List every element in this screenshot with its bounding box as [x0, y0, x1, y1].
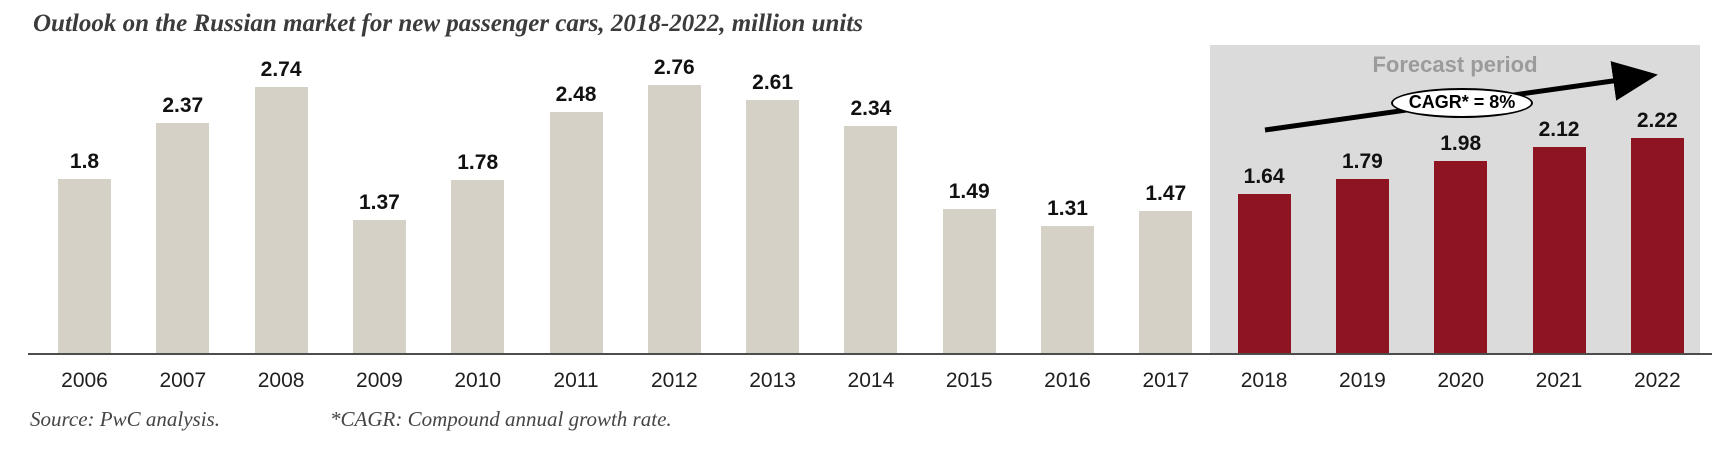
historical-bar [451, 180, 505, 354]
bar-value-label: 1.8 [69, 149, 100, 173]
bar-value-label: 1.37 [358, 191, 400, 215]
bar-value-label: 1.78 [457, 151, 499, 175]
x-axis-label: 2012 [650, 369, 698, 392]
cagr-footnote: *CAGR: Compound annual growth rate. [330, 407, 672, 431]
historical-bar [746, 99, 800, 354]
x-axis-label: 2014 [847, 369, 895, 392]
bar-value-label: 2.34 [850, 96, 892, 120]
bar-value-label: 1.79 [1341, 150, 1383, 174]
forecast-bar [1434, 160, 1488, 354]
historical-bar [58, 178, 111, 354]
x-axis-label: 2015 [945, 369, 993, 392]
historical-bar [942, 208, 996, 354]
cagr-badge: CAGR* = 8% [1391, 88, 1533, 118]
historical-bar [647, 84, 701, 354]
bar-value-label: 2.12 [1538, 118, 1580, 142]
bar-value-label: 1.64 [1243, 165, 1285, 189]
x-axis-label: 2009 [356, 369, 403, 392]
x-axis-label: 2017 [1142, 369, 1190, 392]
bar-value-label: 2.22 [1636, 108, 1678, 132]
forecast-bar [1237, 194, 1291, 354]
historical-bar [549, 112, 603, 354]
historical-bar [844, 125, 898, 354]
bar-value-label: 2.37 [162, 93, 204, 117]
bar-value-label: 2.74 [260, 57, 302, 81]
x-axis-label: 2016 [1044, 369, 1091, 392]
historical-bar [254, 86, 308, 354]
source-note: Source: PwC analysis. [30, 407, 220, 431]
bar-value-label: 2.61 [752, 70, 794, 94]
bar-value-label: 2.48 [555, 83, 597, 107]
forecast-bar [1532, 147, 1586, 354]
x-axis-label: 2022 [1633, 369, 1681, 392]
bar-value-label: 1.31 [1047, 197, 1088, 221]
x-axis-label: 2011 [553, 369, 599, 392]
x-axis-label: 2010 [454, 369, 502, 392]
bar-value-label: 1.49 [948, 179, 990, 203]
x-axis-label: 2008 [257, 369, 305, 392]
forecast-bar [1335, 179, 1389, 354]
historical-bar [1139, 210, 1193, 354]
x-axis-label: 2020 [1437, 369, 1485, 392]
x-axis-label: 2007 [159, 369, 207, 392]
historical-bar [352, 220, 406, 354]
x-axis-label: 2013 [749, 369, 796, 392]
x-axis-label: 2019 [1339, 369, 1386, 392]
historical-bar [156, 122, 210, 354]
x-axis-line [28, 353, 1712, 355]
forecast-period-label: Forecast period [1372, 52, 1538, 77]
x-axis-label: 2018 [1240, 369, 1288, 392]
x-axis-label: 2006 [61, 369, 108, 392]
bar-value-label: 1.98 [1440, 131, 1482, 155]
bar-value-label: 2.76 [653, 55, 695, 79]
forecast-bar [1630, 137, 1684, 354]
chart-title: Outlook on the Russian market for new pa… [33, 10, 864, 37]
historical-bar [1041, 226, 1094, 354]
x-axis-label: 2021 [1535, 369, 1583, 392]
bar-value-label: 1.47 [1145, 181, 1187, 205]
